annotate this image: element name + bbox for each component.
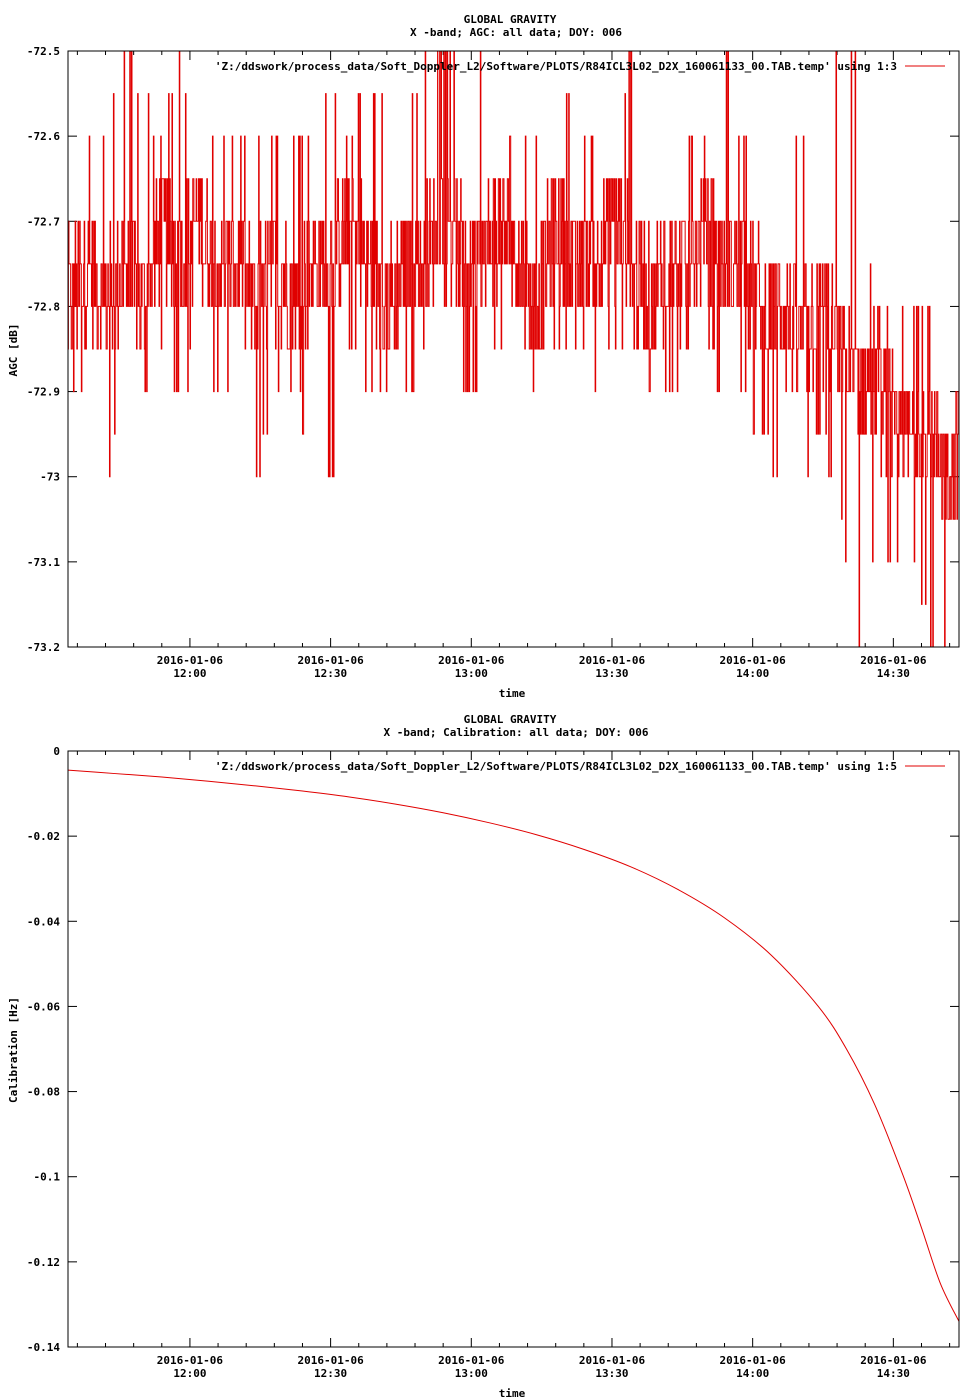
calibration-y-tick-label: 0 [53,745,60,758]
agc-x-tick-date: 2016-01-06 [157,654,224,667]
agc-x-axis-label: time [499,687,526,700]
calibration-y-axis-label: Calibration [Hz] [7,997,20,1103]
agc-x-tick-date: 2016-01-06 [297,654,364,667]
calibration-y-tick-label: -0.06 [27,1000,60,1013]
agc-x-tick-date: 2016-01-06 [720,654,787,667]
calibration-x-tick-date: 2016-01-06 [297,1354,364,1367]
calibration-x-tick-time: 12:00 [173,1367,206,1380]
agc-x-tick-date: 2016-01-06 [438,654,505,667]
calibration-x-tick-time: 14:30 [877,1367,910,1380]
calibration-x-tick-date: 2016-01-06 [438,1354,505,1367]
agc-plot-frame [67,50,960,648]
calibration-x-axis-label: time [499,1387,526,1400]
agc-series-line [67,50,960,648]
calibration-y-tick-label: -0.1 [34,1171,61,1184]
calibration-chart-subtitle: X -band; Calibration: all data; DOY: 006 [384,726,649,739]
calibration-y-tick-label: -0.08 [27,1086,60,1099]
calibration-chart-title: GLOBAL GRAVITY [464,713,557,726]
calibration-y-tick-label: -0.04 [27,915,60,928]
agc-y-tick-label: -73 [40,471,60,484]
calibration-chart: GLOBAL GRAVITY X -band; Calibration: all… [7,713,960,1400]
calibration-x-tick-time: 13:30 [595,1367,628,1380]
calibration-plot-frame [67,750,960,1348]
agc-y-tick-label: -73.2 [27,641,60,654]
calibration-x-tick-date: 2016-01-06 [860,1354,927,1367]
calibration-x-tick-date: 2016-01-06 [579,1354,646,1367]
agc-chart-title: GLOBAL GRAVITY [464,13,557,26]
agc-x-tick-date: 2016-01-06 [579,654,646,667]
calibration-x-tick-time: 12:30 [314,1367,347,1380]
calibration-x-tick-time: 13:00 [455,1367,488,1380]
agc-chart: GLOBAL GRAVITY X -band; AGC: all data; D… [7,13,960,700]
calibration-y-tick-label: -0.12 [27,1256,60,1269]
calibration-legend-label: 'Z:/ddswork/process_data/Soft_Doppler_L2… [215,760,897,773]
agc-x-tick-time: 12:00 [173,667,206,680]
calibration-y-tick-label: -0.02 [27,830,60,843]
agc-x-tick-time: 12:30 [314,667,347,680]
agc-y-tick-label: -72.7 [27,215,60,228]
agc-y-tick-label: -72.9 [27,386,60,399]
calibration-x-tick-date: 2016-01-06 [720,1354,787,1367]
calibration-x-tick-time: 14:00 [736,1367,769,1380]
agc-y-tick-label: -72.6 [27,130,60,143]
agc-x-tick-time: 13:00 [455,667,488,680]
agc-legend-label: 'Z:/ddswork/process_data/Soft_Doppler_L2… [215,60,897,73]
agc-x-tick-time: 14:00 [736,667,769,680]
agc-x-tick-time: 14:30 [877,667,910,680]
agc-x-tick-time: 13:30 [595,667,628,680]
calibration-series-line [67,769,960,1322]
calibration-x-tick-date: 2016-01-06 [157,1354,224,1367]
agc-chart-subtitle: X -band; AGC: all data; DOY: 006 [410,26,622,39]
agc-y-tick-label: -72.8 [27,300,60,313]
agc-x-tick-date: 2016-01-06 [860,654,927,667]
agc-y-tick-label: -73.1 [27,556,60,569]
calibration-y-tick-label: -0.14 [27,1341,60,1354]
agc-y-axis-label: AGC [dB] [7,324,20,377]
agc-y-tick-label: -72.5 [27,45,60,58]
